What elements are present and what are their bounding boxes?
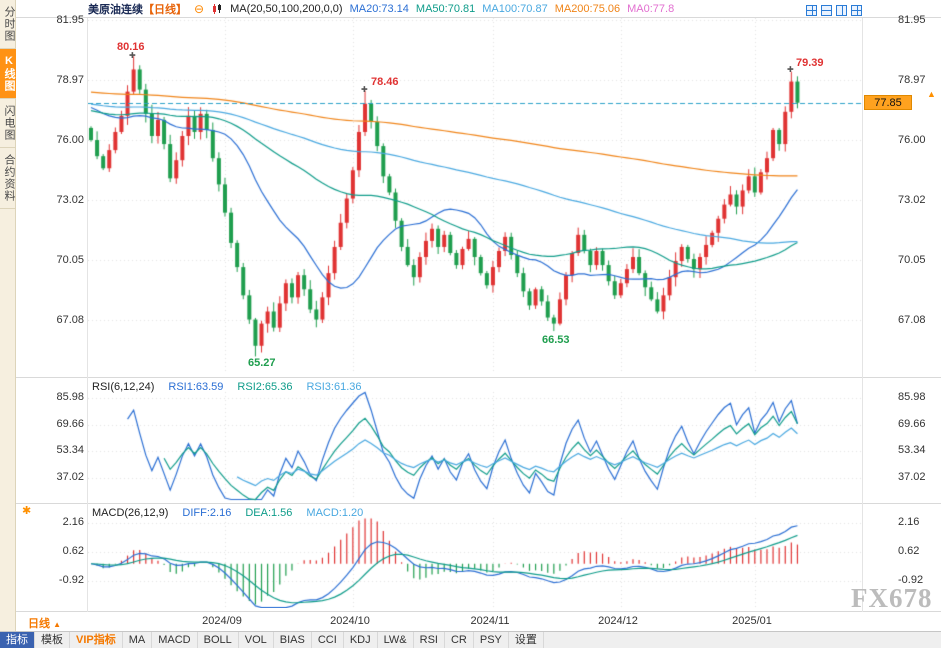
macd-title[interactable]: MACD(26,12,9) bbox=[92, 507, 169, 519]
rsi-tick: 37.02 bbox=[898, 471, 926, 483]
rsi-tick: 69.66 bbox=[56, 418, 84, 430]
macd-tick: -0.92 bbox=[898, 574, 924, 586]
chart-header: 美原油连续【日线】 ⊖ MA(20,50,100,200,0,0) MA20:7… bbox=[88, 1, 674, 17]
price-tick: 70.05 bbox=[56, 254, 84, 266]
rsi-tick: 53.34 bbox=[56, 444, 84, 456]
price-tick: 76.00 bbox=[56, 134, 84, 146]
rsi-tick: 85.98 bbox=[56, 391, 84, 403]
macd-tick: 0.62 bbox=[62, 545, 84, 557]
price-tick: 67.08 bbox=[56, 314, 84, 326]
marker-cross: ✚ bbox=[787, 65, 794, 74]
toolbar-rsi-button[interactable]: RSI bbox=[414, 632, 445, 648]
toolbar-lwr-button[interactable]: LW& bbox=[378, 632, 414, 648]
instrument-title: 美原油连续 bbox=[88, 4, 143, 16]
ma20-value: MA20:73.14 bbox=[349, 3, 409, 15]
zoom-out-icon[interactable]: ⊖ bbox=[194, 2, 205, 16]
rsi-tick: 37.02 bbox=[56, 471, 84, 483]
price-tick: 78.97 bbox=[56, 74, 84, 86]
rsi-header: RSI(6,12,24) RSI1:63.59 RSI2:65.36 RSI3:… bbox=[92, 381, 362, 393]
toolbar-macd-button[interactable]: MACD bbox=[152, 632, 198, 648]
topbar-divider bbox=[16, 17, 941, 18]
price-tick: 81.95 bbox=[898, 14, 926, 26]
price-tick: 76.00 bbox=[898, 134, 926, 146]
rsi-title[interactable]: RSI(6,12,24) bbox=[92, 381, 155, 393]
layout-single-icon[interactable] bbox=[806, 5, 817, 16]
chevron-up-icon: ▲ bbox=[53, 620, 61, 629]
toolbar-boll-button[interactable]: BOLL bbox=[198, 632, 239, 648]
toolbar-vol-button[interactable]: VOL bbox=[239, 632, 274, 648]
sidebar-item-kline-chart[interactable]: K线图 bbox=[0, 49, 16, 99]
period-badge: 【日线】 bbox=[143, 4, 187, 16]
price-up-arrow-icon: ▲ bbox=[927, 89, 936, 99]
ma50-value: MA50:70.81 bbox=[415, 3, 476, 15]
marker-cross: ✚ bbox=[129, 51, 136, 60]
price-tick: 73.02 bbox=[898, 194, 926, 206]
layout-grid-icon[interactable] bbox=[851, 5, 862, 16]
macd-value: MACD:1.20 bbox=[306, 507, 364, 519]
macd-tick: 2.16 bbox=[898, 516, 920, 528]
plot-left-border bbox=[87, 18, 88, 612]
toolbar-cr-button[interactable]: CR bbox=[445, 632, 474, 648]
layout-split-vertical-icon[interactable] bbox=[836, 5, 847, 16]
annotation-low-nov: 66.53 bbox=[542, 334, 570, 346]
sidebar-item-contract-info[interactable]: 合约资料 bbox=[0, 148, 16, 209]
ma100-value: MA100:70.87 bbox=[482, 3, 548, 15]
toolbar-kdj-button[interactable]: KDJ bbox=[344, 632, 378, 648]
ma-settings-label: MA(20,50,100,200,0,0) bbox=[230, 3, 343, 15]
left-sidebar: 分时图 K线图 闪电图 合约资料 bbox=[0, 0, 16, 648]
marker-cross: ✚ bbox=[361, 85, 368, 94]
price-tick: 78.97 bbox=[898, 74, 926, 86]
indicator-toolbar: 指标 模板 VIP指标 MA MACD BOLL VOL BIAS CCI KD… bbox=[0, 631, 941, 648]
toolbar-ma-button[interactable]: MA bbox=[123, 632, 153, 648]
macd-tick: -0.92 bbox=[58, 574, 84, 586]
ma200-value: MA200:75.06 bbox=[554, 3, 621, 15]
toolbar-psy-button[interactable]: PSY bbox=[474, 632, 509, 648]
rsi3-value: RSI3:61.36 bbox=[306, 381, 362, 393]
annotation-low-sep: 65.27 bbox=[248, 357, 276, 369]
price-tick: 70.05 bbox=[898, 254, 926, 266]
rsi1-value: RSI1:63.59 bbox=[168, 381, 224, 393]
toolbar-cci-button[interactable]: CCI bbox=[312, 632, 344, 648]
annotation-high-oct: 78.46 bbox=[371, 76, 399, 88]
watermark: FX678 bbox=[851, 583, 933, 613]
rsi-tick: 53.34 bbox=[898, 444, 926, 456]
ma0-value: MA0:77.8 bbox=[627, 3, 675, 15]
price-tick: 67.08 bbox=[898, 314, 926, 326]
current-price-tag: 77.85 bbox=[864, 95, 912, 110]
plot-right-border bbox=[862, 18, 863, 612]
price-tick: 81.95 bbox=[56, 14, 84, 26]
rsi-tick: 85.98 bbox=[898, 391, 926, 403]
macd-header: MACD(26,12,9) DIFF:2.16 DEA:1.56 MACD:1.… bbox=[92, 507, 363, 519]
candlestick-icon bbox=[211, 3, 223, 15]
toolbar-indicator-button[interactable]: 指标 bbox=[0, 632, 35, 648]
annotation-high-jan: 79.39 bbox=[796, 57, 824, 69]
x-axis-label: 2024/11 bbox=[470, 615, 510, 627]
toolbar-bias-button[interactable]: BIAS bbox=[274, 632, 312, 648]
price-tick: 73.02 bbox=[56, 194, 84, 206]
annotation-high-aug: 80.16 bbox=[117, 41, 145, 53]
macd-tick: 0.62 bbox=[898, 545, 920, 557]
toolbar-vip-indicator-button[interactable]: VIP指标 bbox=[70, 632, 123, 648]
x-axis-label: 2024/09 bbox=[202, 615, 242, 627]
period-selector[interactable]: 日线 ▲ bbox=[28, 618, 61, 630]
x-axis-label: 2025/01 bbox=[732, 615, 772, 627]
layout-split-horizontal-icon[interactable] bbox=[821, 5, 832, 16]
macd-dea-value: DEA:1.56 bbox=[245, 507, 293, 519]
toolbar-settings-button[interactable]: 设置 bbox=[509, 632, 544, 648]
sidebar-item-time-chart[interactable]: 分时图 bbox=[0, 0, 16, 49]
x-axis-label: 2024/12 bbox=[598, 615, 638, 627]
sidebar-item-flash-chart[interactable]: 闪电图 bbox=[0, 99, 16, 148]
macd-diff-value: DIFF:2.16 bbox=[182, 507, 232, 519]
chart-canvas[interactable] bbox=[88, 18, 862, 608]
rsi-tick: 69.66 bbox=[898, 418, 926, 430]
indicator-settings-icon[interactable]: ✱ bbox=[22, 505, 32, 517]
xaxis-divider bbox=[16, 611, 941, 612]
rsi2-value: RSI2:65.36 bbox=[237, 381, 293, 393]
x-axis-label: 2024/10 bbox=[330, 615, 370, 627]
macd-tick: 2.16 bbox=[62, 516, 84, 528]
toolbar-template-button[interactable]: 模板 bbox=[35, 632, 70, 648]
